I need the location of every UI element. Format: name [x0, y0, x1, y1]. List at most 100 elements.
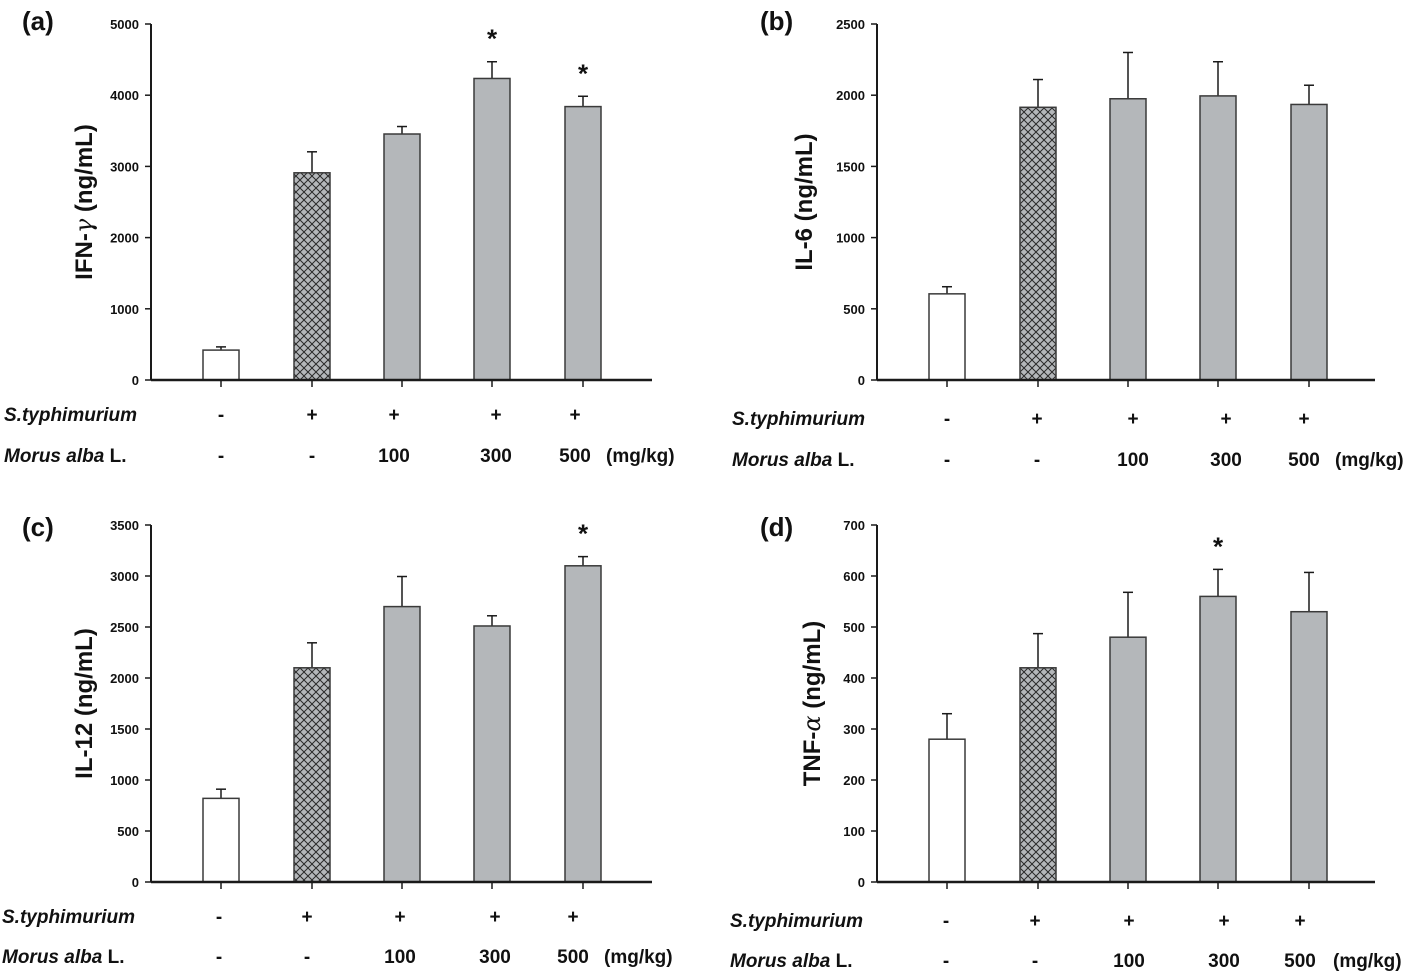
significance-marker: * [578, 58, 589, 88]
row-label-morus-alba: Morus alba L. [2, 947, 124, 968]
treatment-value: - [943, 911, 949, 932]
y-tick-label: 1500 [110, 722, 139, 737]
chart-panel-a: (a) IFN-γ (ng/mL) 0 1000 2000 3000 4000 5000 * * S… [4, 6, 675, 467]
y-tick-label: 2500 [110, 620, 139, 635]
dose-unit: (mg/kg) [606, 446, 675, 467]
row-label-typhimurium: S.typhimurium [2, 907, 135, 928]
y-axis-title-greek: α [798, 715, 826, 731]
treatment-value: 300 [479, 947, 511, 968]
y-tick-label: 1000 [110, 302, 139, 317]
treatment-value: + [388, 405, 399, 426]
significance-marker: * [578, 519, 589, 549]
treatment-value: 300 [1210, 450, 1242, 471]
row-label-name: S.typhimurium [732, 409, 865, 430]
treatment-value: + [1298, 409, 1309, 430]
treatment-value: + [394, 907, 405, 928]
bar-c-2 [293, 667, 331, 883]
treatment-value: - [218, 446, 224, 467]
treatment-value: + [567, 907, 578, 928]
y-tick-label: 2000 [110, 671, 139, 686]
treatment-value: + [1294, 911, 1305, 932]
y-axis-title: TNF-α (ng/mL) [798, 621, 826, 787]
y-axis-title: IFN-γ (ng/mL) [70, 124, 98, 280]
treatment-value: - [1034, 450, 1040, 471]
bar-b-2 [1019, 106, 1057, 381]
y-tick-label: 1500 [836, 159, 865, 174]
row-label-name: S.typhimurium [4, 405, 137, 426]
treatment-value: - [943, 951, 949, 971]
row-label-name: Morus alba [732, 450, 833, 471]
significance-marker: * [487, 24, 498, 54]
treatment-value: + [1031, 409, 1042, 430]
significance-marker: * [1213, 531, 1224, 561]
y-tick-label: 1000 [836, 231, 865, 246]
y-axis-title-unit: (ng/mL) [71, 124, 98, 219]
panel-label: (c) [22, 512, 54, 542]
row-label-name: S.typhimurium [2, 907, 135, 928]
y-tick-label: 0 [858, 373, 865, 388]
panel-label: (d) [760, 512, 793, 542]
panel-label: (b) [760, 6, 793, 36]
treatment-value: - [216, 907, 222, 928]
treatment-value: 100 [384, 947, 416, 968]
y-tick-label: 400 [843, 671, 865, 686]
y-tick-label: 2500 [836, 17, 865, 32]
y-tick-label: 3000 [110, 569, 139, 584]
y-tick-label: 0 [858, 875, 865, 890]
row-label-name: S.typhimurium [730, 911, 863, 932]
treatment-value: + [489, 907, 500, 928]
bar-b-5 [1290, 103, 1328, 381]
row-label-suffix: L. [104, 446, 126, 467]
treatment-value: - [944, 450, 950, 471]
row-label-morus-alba: Morus alba L. [730, 951, 852, 971]
treatment-value: 500 [559, 446, 591, 467]
y-axis-title-main: IL-12 [71, 723, 98, 779]
treatment-value: 100 [378, 446, 410, 467]
dose-unit: (mg/kg) [1335, 450, 1404, 471]
bar-d-4 [1199, 595, 1237, 883]
treatment-value: + [301, 907, 312, 928]
row-label-suffix: L. [832, 450, 854, 471]
y-axis-title-unit: (ng/mL) [791, 133, 818, 228]
treatment-value: 500 [557, 947, 589, 968]
row-label-name: Morus alba [4, 446, 105, 467]
y-tick-label: 3500 [110, 518, 139, 533]
treatment-value: + [1029, 911, 1040, 932]
treatment-value: 500 [1288, 450, 1320, 471]
bar-d-1 [928, 738, 966, 883]
y-tick-label: 200 [843, 773, 865, 788]
bar-c-3 [383, 605, 421, 883]
row-label-morus-alba: Morus alba L. [732, 450, 854, 471]
treatment-value: + [490, 405, 501, 426]
treatment-value: - [944, 409, 950, 430]
y-axis-title-main: IFN- [71, 233, 98, 280]
row-label-name: Morus alba [2, 947, 103, 968]
y-tick-label: 500 [117, 824, 139, 839]
y-tick-label: 700 [843, 518, 865, 533]
treatment-value: 100 [1117, 450, 1149, 471]
row-label-suffix: L. [830, 951, 852, 971]
y-tick-label: 500 [843, 620, 865, 635]
panel-label: (a) [22, 6, 54, 36]
treatment-value: 300 [480, 446, 512, 467]
row-label-typhimurium: S.typhimurium [732, 409, 865, 430]
y-tick-label: 2000 [836, 88, 865, 103]
bar-d-2 [1019, 667, 1057, 883]
treatment-value: 300 [1208, 951, 1240, 971]
bar-c-4 [473, 625, 511, 883]
y-axis-title-main: TNF- [799, 732, 826, 787]
y-tick-label: 0 [132, 875, 139, 890]
treatment-value: - [216, 947, 222, 968]
bar-b-1 [928, 293, 966, 381]
bar-b-3 [1109, 98, 1147, 381]
bar-a-5 [564, 105, 602, 381]
treatment-value: + [1123, 911, 1134, 932]
y-tick-label: 3000 [110, 159, 139, 174]
row-label-typhimurium: S.typhimurium [730, 911, 863, 932]
y-axis-title: IL-12 (ng/mL) [71, 628, 98, 779]
y-tick-label: 600 [843, 569, 865, 584]
bar-a-4 [473, 77, 511, 381]
treatment-value: + [569, 405, 580, 426]
bar-a-1 [202, 349, 240, 381]
dose-unit: (mg/kg) [604, 947, 673, 968]
